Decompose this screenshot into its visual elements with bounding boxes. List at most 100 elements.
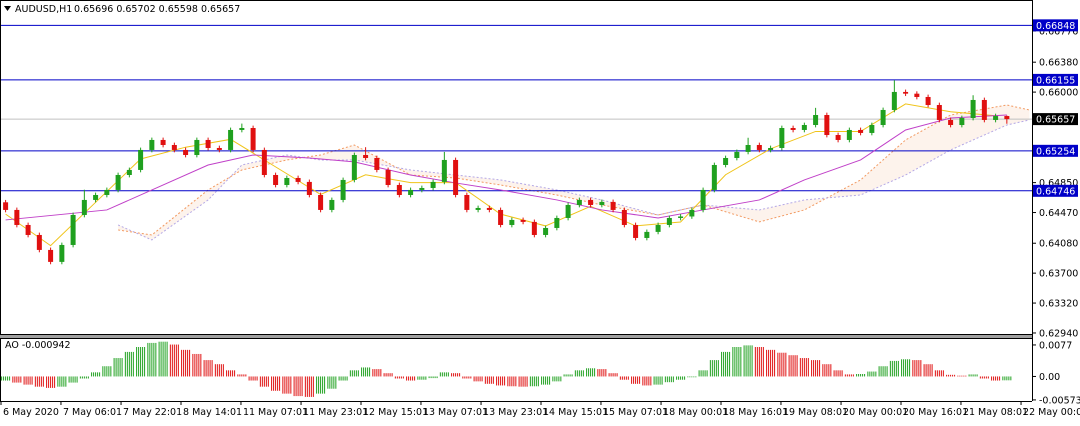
candle-body <box>261 149 267 175</box>
ao-y-tick-label: -0.005733 <box>1039 395 1080 406</box>
candle-body <box>846 129 852 140</box>
candle-body <box>486 207 492 210</box>
candle-body <box>576 199 582 205</box>
candle-body <box>948 119 954 126</box>
candle-body <box>824 115 830 136</box>
candle-body <box>228 129 234 150</box>
x-tick-label: 13 May 07:01 <box>423 407 488 418</box>
candle-body <box>981 99 987 120</box>
level-label: 0.66155 <box>1036 75 1075 86</box>
cloud-layer <box>117 104 1030 241</box>
candle-body <box>115 174 121 190</box>
panel-separator <box>0 335 1032 338</box>
last-price-label-box <box>1033 113 1078 126</box>
candle-body <box>801 125 807 130</box>
candle-body <box>498 209 504 225</box>
candle-body <box>891 91 897 110</box>
candle-body <box>306 181 312 195</box>
candle-body <box>970 99 976 118</box>
header-open: 0.65696 <box>74 4 113 15</box>
moving-average <box>5 114 1007 221</box>
y-tick-label: 0.64850 <box>1039 178 1078 189</box>
candle-body <box>835 135 841 140</box>
header-high: 0.65702 <box>116 4 155 15</box>
candle-body <box>610 201 616 210</box>
y-tick-label: 0.64470 <box>1039 208 1078 219</box>
level-label: 0.64746 <box>1036 186 1075 197</box>
level-label: 0.65254 <box>1036 146 1075 157</box>
candle-body <box>36 234 42 250</box>
candle-body <box>768 147 774 150</box>
candle-body <box>138 149 144 170</box>
x-tick-label: 21 May 08:01 <box>963 407 1028 418</box>
candle-body <box>621 209 627 225</box>
price-layer <box>0 24 1032 265</box>
ao-y-tick-label: 0.00 <box>1039 372 1060 383</box>
x-tick-label: 11 May 23:01 <box>303 407 368 418</box>
candle-body <box>171 144 177 150</box>
candle-body <box>273 174 279 185</box>
candle-body <box>655 224 661 232</box>
candle-body <box>216 147 222 150</box>
candle-body <box>903 91 909 94</box>
candle-body <box>126 169 132 175</box>
candle-body <box>520 219 526 222</box>
candle-body <box>284 177 290 185</box>
candle-body <box>14 209 20 225</box>
level-label-box <box>1033 184 1078 197</box>
x-tick-label: 14 May 15:01 <box>543 407 608 418</box>
candle-body <box>1004 116 1010 120</box>
header-close: 0.65657 <box>201 4 240 15</box>
y-tick-label: 0.63700 <box>1039 269 1078 280</box>
x-tick-label: 20 May 00:01 <box>843 407 908 418</box>
x-tick-label: 7 May 22:01 <box>123 407 182 418</box>
candle-body <box>205 139 211 148</box>
x-tick-label: 18 May 00:01 <box>663 407 728 418</box>
y-tick-label: 0.64080 <box>1039 239 1078 250</box>
candle-body <box>745 144 751 152</box>
candle-body <box>858 129 864 133</box>
y-tick-label: 0.66380 <box>1039 58 1078 69</box>
candle-body <box>633 224 639 238</box>
ao-name: AO <box>5 340 19 351</box>
candle-body <box>453 159 459 195</box>
candle-body <box>408 189 414 195</box>
candle-body <box>104 189 110 195</box>
level-label: 0.66848 <box>1036 21 1075 32</box>
candle-body <box>396 184 402 195</box>
candle-body <box>554 217 560 228</box>
candle-body <box>374 157 380 170</box>
candle-body <box>880 109 886 126</box>
candle-body <box>734 151 740 158</box>
candle-body <box>340 179 346 200</box>
ohlc-header: 0.65696 0.65702 0.65598 0.65657 <box>74 4 240 15</box>
candle-body <box>419 187 425 190</box>
candle-body <box>363 154 369 158</box>
candle-body <box>700 189 706 210</box>
candle-body <box>318 194 324 210</box>
candle-body <box>441 159 447 182</box>
candle-body <box>813 115 819 126</box>
span-b-line <box>117 119 1030 241</box>
x-tick-label: 20 May 16:01 <box>903 407 968 418</box>
candle-body <box>689 209 695 217</box>
candle-body <box>250 127 256 150</box>
level-label-box <box>1033 19 1078 32</box>
candle-body <box>93 194 99 200</box>
header-low: 0.65598 <box>159 4 198 15</box>
level-label-box <box>1033 73 1078 86</box>
x-tick-label: 7 May 06:01 <box>63 407 122 418</box>
candle-body <box>239 127 245 130</box>
candle-body <box>149 139 155 150</box>
x-tick-label: 15 May 07:01 <box>603 407 668 418</box>
x-tick-label: 22 May 00:01 <box>1023 407 1080 418</box>
candle-body <box>959 117 965 126</box>
candle-body <box>70 214 76 245</box>
candle-body <box>723 157 729 165</box>
candle-body <box>48 249 54 262</box>
candle-body <box>925 96 931 106</box>
candle-body <box>475 207 481 210</box>
